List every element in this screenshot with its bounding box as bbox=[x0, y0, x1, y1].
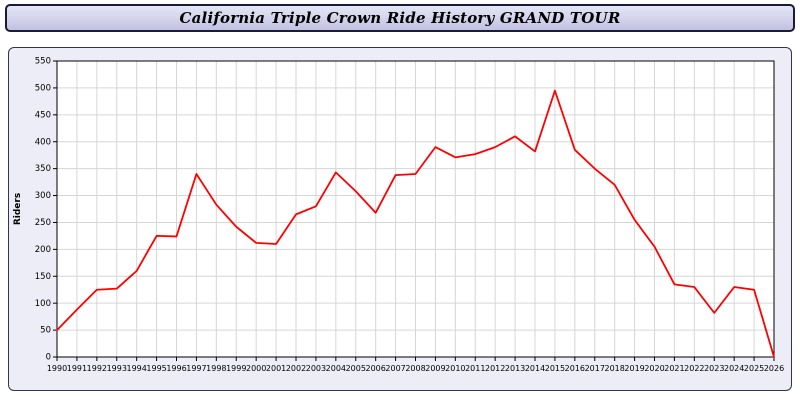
x-tick-label: 2025 bbox=[744, 364, 764, 373]
x-tick-label: 2026 bbox=[764, 364, 784, 373]
x-tick-label: 1994 bbox=[126, 364, 146, 373]
x-tick-label: 2000 bbox=[246, 364, 266, 373]
x-tick-label: 1990 bbox=[47, 364, 67, 373]
x-tick-label: 2010 bbox=[445, 364, 465, 373]
x-tick-label: 2021 bbox=[664, 364, 684, 373]
y-tick-label: 250 bbox=[35, 218, 51, 228]
x-tick-label: 2015 bbox=[545, 364, 565, 373]
x-tick-label: 2001 bbox=[266, 364, 286, 373]
y-tick-label: 550 bbox=[35, 57, 51, 67]
x-tick-label: 1996 bbox=[166, 364, 186, 373]
x-tick-label: 2023 bbox=[704, 364, 724, 373]
y-axis-label: Riders bbox=[13, 193, 23, 225]
x-tick-label: 2018 bbox=[604, 364, 624, 373]
x-tick-label: 2020 bbox=[644, 364, 664, 373]
x-tick-label: 2016 bbox=[565, 364, 585, 373]
y-tick-label: 350 bbox=[35, 164, 51, 174]
window-title-bar: California Triple Crown Ride History GRA… bbox=[5, 4, 795, 32]
x-tick-label: 2005 bbox=[346, 364, 366, 373]
x-tick-label: 2002 bbox=[286, 364, 306, 373]
y-tick-label: 150 bbox=[35, 272, 51, 282]
y-tick-label: 50 bbox=[40, 326, 51, 336]
x-tick-label: 2004 bbox=[326, 364, 346, 373]
x-tick-label: 2006 bbox=[365, 364, 385, 373]
y-tick-label: 500 bbox=[35, 84, 51, 94]
x-tick-label: 2024 bbox=[724, 364, 744, 373]
y-tick-label: 400 bbox=[35, 137, 51, 147]
riders-series-line bbox=[56, 89, 775, 358]
x-tick-label: 2011 bbox=[465, 364, 485, 373]
x-tick-label: 1992 bbox=[87, 364, 107, 373]
x-tick-label: 1999 bbox=[226, 364, 246, 373]
x-tick-label: 2019 bbox=[624, 364, 644, 373]
chart-panel: 0 50 100 150 200 250 300 350 400 450 500 550 1990 199… bbox=[8, 47, 792, 391]
x-tick-label: 2014 bbox=[525, 364, 545, 373]
x-tick-label: 2007 bbox=[385, 364, 405, 373]
x-tick-label: 2012 bbox=[485, 364, 505, 373]
x-tick-label: 2017 bbox=[585, 364, 605, 373]
x-tick-label: 1995 bbox=[146, 364, 166, 373]
y-tick-label: 200 bbox=[35, 245, 51, 255]
y-tick-label: 450 bbox=[35, 110, 51, 120]
x-tick-label: 2008 bbox=[405, 364, 425, 373]
x-tick-label: 2022 bbox=[684, 364, 704, 373]
y-tick-label: 0 bbox=[46, 353, 51, 363]
chart-title: California Triple Crown Ride History GRA… bbox=[179, 9, 621, 27]
x-tick-label: 2003 bbox=[306, 364, 326, 373]
y-tick-label: 300 bbox=[35, 191, 51, 201]
x-tick-label: 1991 bbox=[67, 364, 87, 373]
x-tick-label: 1997 bbox=[186, 364, 206, 373]
x-tick-label: 1993 bbox=[107, 364, 127, 373]
y-tick-label: 100 bbox=[35, 299, 51, 309]
x-tick-label: 2013 bbox=[505, 364, 525, 373]
x-tick-label: 2009 bbox=[425, 364, 445, 373]
x-tick-label: 1998 bbox=[206, 364, 226, 373]
